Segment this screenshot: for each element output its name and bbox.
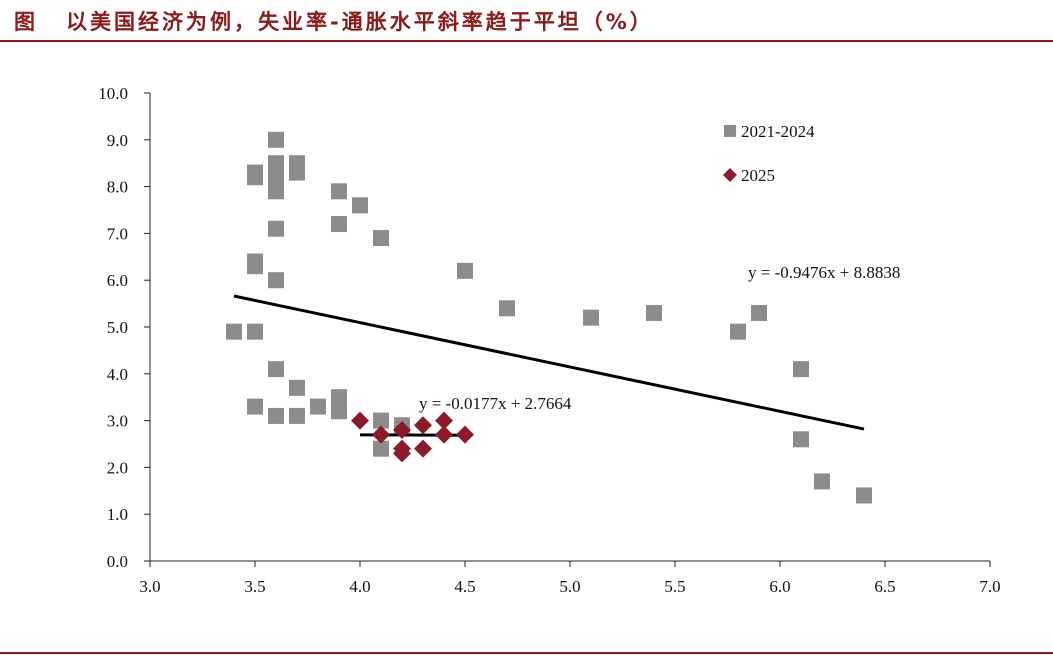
legend-label-2021-2024: 2021-2024 [741, 122, 815, 141]
point-2021-2024 [457, 262, 473, 279]
point-2025 [456, 425, 474, 444]
point-2021-2024 [373, 440, 389, 457]
point-2025 [393, 444, 411, 463]
point-2021-2024 [268, 183, 284, 200]
legend-marker-2021-2024 [724, 125, 736, 137]
title-bar: 图 以美国经济为例，失业率-通胀水平斜率趋于平坦（%） [0, 0, 1053, 42]
point-2025 [435, 425, 453, 444]
x-tick-label: 5.5 [664, 577, 685, 596]
point-2021-2024 [331, 216, 347, 233]
x-tick-label: 5.0 [559, 577, 580, 596]
point-2025 [393, 420, 411, 439]
data-points [226, 131, 872, 504]
point-2021-2024 [373, 230, 389, 247]
point-2021-2024 [646, 304, 662, 321]
x-tick-label: 7.0 [979, 577, 1000, 596]
point-2021-2024 [793, 431, 809, 448]
point-2025 [414, 439, 432, 458]
point-2021-2024 [289, 164, 305, 181]
point-2021-2024 [730, 323, 746, 340]
point-2021-2024 [268, 407, 284, 424]
point-2021-2024 [331, 183, 347, 200]
bottom-rule [0, 652, 1053, 654]
point-2021-2024 [247, 398, 263, 415]
chart-title: 图 以美国经济为例，失业率-通胀水平斜率趋于平坦（%） [14, 6, 654, 36]
y-tick-label: 3.0 [107, 412, 128, 431]
trend-2021-2024 [233, 294, 865, 431]
x-tick-label: 4.5 [454, 577, 475, 596]
trend-equations: y = -0.9476x + 8.8838 y = -0.0177x + 2.76… [419, 263, 900, 413]
y-tick-label: 8.0 [107, 178, 128, 197]
axes: 0.0 1.0 2.0 3.0 4.0 5.0 6.0 7.0 8.0 9.0 10.0 3.0 3.5… [98, 84, 1000, 596]
legend: 2021-2024 2025 [723, 122, 815, 185]
point-2021-2024 [226, 323, 242, 340]
point-2021-2024 [268, 131, 284, 148]
point-2021-2024 [331, 403, 347, 420]
point-2021-2024 [247, 323, 263, 340]
y-tick-label: 0.0 [107, 552, 128, 571]
point-2025 [372, 425, 390, 444]
point-2021-2024 [751, 304, 767, 321]
point-2021-2024 [247, 164, 263, 181]
point-2021-2024 [268, 272, 284, 289]
point-2021-2024 [583, 309, 599, 326]
x-tick-label: 3.0 [139, 577, 160, 596]
trend-equation-2025: y = -0.0177x + 2.7664 [419, 394, 572, 413]
point-2021-2024 [373, 412, 389, 429]
point-2021-2024 [499, 300, 515, 317]
trendlines [233, 294, 865, 437]
point-2021-2024 [856, 487, 872, 504]
x-tick-label: 6.0 [769, 577, 790, 596]
point-2021-2024 [268, 169, 284, 186]
title-label: 以美国经济为例，失业率-通胀水平斜率趋于平坦（%） [66, 10, 654, 34]
y-tick-label: 9.0 [107, 131, 128, 150]
legend-label-2025: 2025 [741, 166, 775, 185]
trend-equation-2021-2024: y = -0.9476x + 8.8838 [748, 263, 900, 282]
x-tick-label: 4.0 [349, 577, 370, 596]
point-2021-2024 [793, 361, 809, 378]
point-2021-2024 [331, 389, 347, 406]
legend-marker-2025 [723, 168, 737, 182]
point-2021-2024 [247, 253, 263, 270]
point-2021-2024 [352, 197, 368, 214]
x-tick-label: 6.5 [874, 577, 895, 596]
figure-prefix: 图 [14, 10, 38, 34]
point-2021-2024 [814, 473, 830, 490]
y-tick-label: 10.0 [98, 84, 128, 103]
point-2025 [435, 411, 453, 430]
x-tick-label: 3.5 [244, 577, 265, 596]
point-2021-2024 [289, 379, 305, 396]
point-2025 [414, 416, 432, 435]
point-2021-2024 [268, 361, 284, 378]
y-tick-label: 7.0 [107, 224, 128, 243]
y-tick-label: 5.0 [107, 318, 128, 337]
y-tick-label: 2.0 [107, 458, 128, 477]
y-tick-label: 6.0 [107, 271, 128, 290]
y-tick-label: 1.0 [107, 505, 128, 524]
point-2021-2024 [289, 407, 305, 424]
point-2021-2024 [268, 220, 284, 237]
point-2021-2024 [310, 398, 326, 415]
y-tick-label: 4.0 [107, 365, 128, 384]
point-2025 [351, 411, 369, 430]
